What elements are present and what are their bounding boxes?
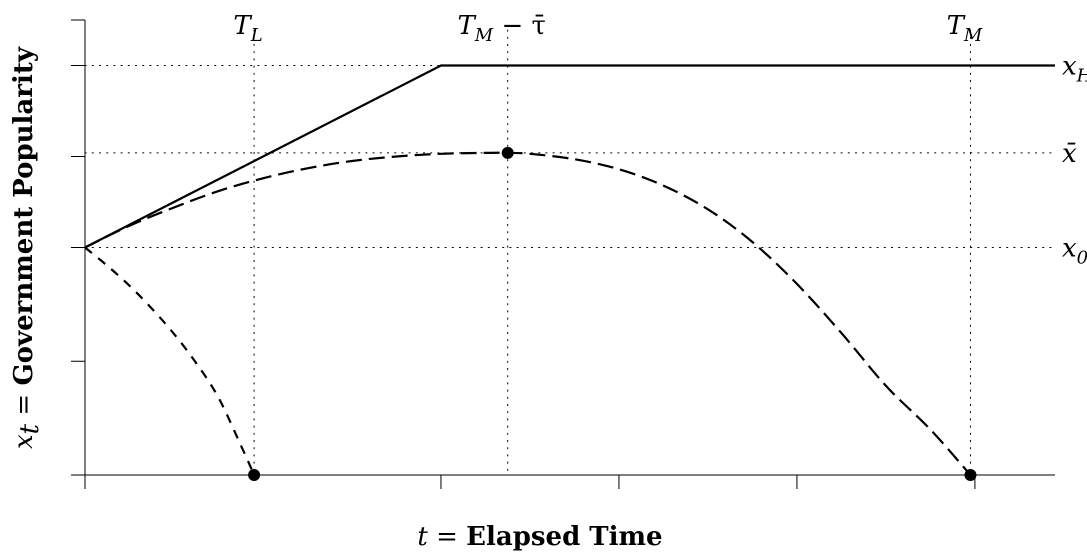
- data-point: [964, 469, 977, 481]
- series-line-longdash: [84, 151, 972, 476]
- horizontal-line-label: x̄: [1062, 139, 1077, 169]
- series-line-solid: [84, 64, 1055, 249]
- plot-frame: [71, 19, 1055, 489]
- vertical-line-label: TM − τ̄: [457, 11, 545, 46]
- vertical-line-label: TL: [233, 11, 262, 46]
- vertical-line-label: TM: [947, 11, 983, 46]
- horizontal-line-label: xH: [1062, 52, 1087, 87]
- horizontal-line-label: x0: [1062, 234, 1087, 269]
- data-point: [248, 469, 261, 481]
- reference-labels: TL TM − τ̄ TM xH x̄ x0: [233, 11, 1087, 269]
- data-point: [501, 146, 514, 159]
- series-line-shortdash: [84, 246, 256, 476]
- x-axis-title: t = Elapsed Time: [417, 522, 662, 552]
- series-group: [84, 64, 1055, 476]
- marker-group: [248, 146, 977, 481]
- y-axis-title: xt = Government Popularity: [9, 46, 45, 449]
